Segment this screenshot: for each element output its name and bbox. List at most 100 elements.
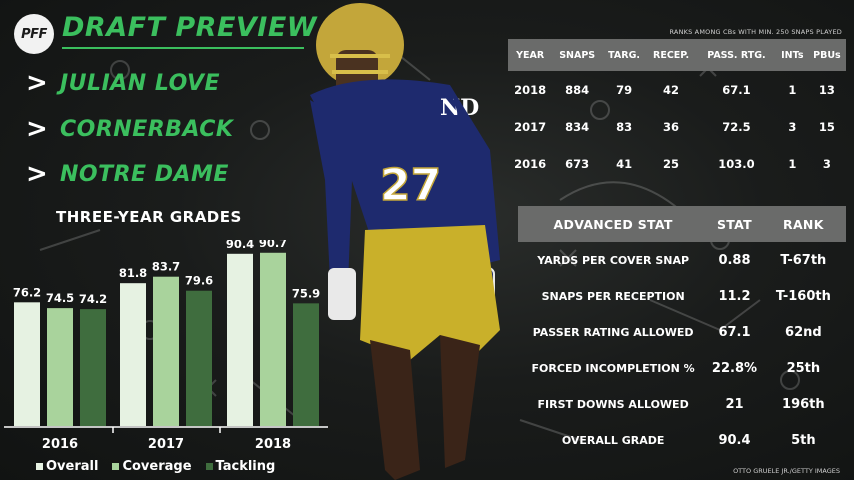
col-header-advanced-stat: ADVANCED STAT — [518, 206, 709, 242]
chevron-right-icon: > — [26, 68, 48, 98]
bar-value-label: 76.2 — [13, 285, 41, 299]
legend-label-coverage: Coverage — [122, 459, 192, 474]
x-tick-label: 2017 — [148, 437, 184, 452]
stat-rank: 25th — [786, 360, 821, 376]
photo-credit: OTTO GRUELE JR./GETTY IMAGES — [733, 467, 840, 475]
legend-swatch-overall — [36, 463, 43, 470]
cell: 36 — [663, 119, 680, 134]
face-mask — [330, 54, 390, 74]
table-row: 2016 673 41 25 103.0 1 3 — [508, 145, 846, 182]
pants — [360, 225, 500, 360]
stat-value: 11.2 — [718, 288, 751, 304]
season-stats-table: YEAR SNAPS TARG. RECEP. PASS. RTG. INTs … — [508, 39, 846, 182]
cell: 41 — [616, 156, 633, 171]
bar-value-label: 90.7 — [259, 240, 287, 250]
x-tick-label: 2018 — [255, 437, 291, 452]
stat-value: 0.88 — [718, 252, 751, 268]
cell: 79 — [616, 82, 633, 97]
position-row: > CORNERBACK — [26, 114, 233, 144]
table-row: SNAPS PER RECEPTION 11.2 T-160th — [518, 278, 846, 314]
ranks-note: RANKS AMONG CBs WITH MIN. 250 SNAPS PLAY… — [669, 28, 842, 36]
bar-value-label: 83.7 — [152, 260, 180, 274]
cell: 72.5 — [722, 119, 751, 134]
stat-name: YARDS PER COVER SNAP — [537, 253, 690, 267]
table-row: YARDS PER COVER SNAP 0.88 T-67th — [518, 242, 846, 278]
bar-overall-2018 — [227, 253, 253, 426]
table-row: OVERALL GRADE 90.4 5th — [518, 422, 846, 458]
cell: 103.0 — [718, 156, 755, 171]
stat-name: SNAPS PER RECEPTION — [541, 289, 685, 303]
bar-tackling-2016 — [80, 309, 106, 426]
chevron-right-icon: > — [26, 114, 48, 144]
stat-name: PASSER RATING ALLOWED — [532, 325, 694, 339]
jersey-number: 27 — [380, 160, 441, 211]
stat-name: FIRST DOWNS ALLOWED — [537, 397, 689, 411]
right-arm — [450, 85, 500, 265]
player-position: CORNERBACK — [60, 116, 234, 142]
bar-tackling-2018 — [293, 303, 319, 426]
advanced-header-row: ADVANCED STAT STAT RANK — [518, 206, 846, 242]
left-leg — [370, 340, 420, 480]
grades-chart-title: THREE-YEAR GRADES — [56, 208, 242, 226]
table-row: FORCED INCOMPLETION % 22.8% 25th — [518, 350, 846, 386]
stat-name: OVERALL GRADE — [561, 433, 665, 447]
legend-item-coverage: Coverage — [112, 459, 192, 474]
player-name-row: > JULIAN LOVE — [26, 68, 220, 98]
table-row: FIRST DOWNS ALLOWED 21 196th — [518, 386, 846, 422]
col-header-ints: INTs — [776, 39, 808, 71]
school-row: > NOTRE DAME — [26, 159, 229, 189]
cell: 42 — [663, 82, 680, 97]
page-title: DRAFT PREVIEW — [62, 12, 318, 43]
col-header-rank: RANK — [760, 206, 846, 242]
bar-coverage-2016 — [47, 308, 73, 426]
stats-header-row: YEAR SNAPS TARG. RECEP. PASS. RTG. INTs … — [508, 39, 846, 71]
table-row: PASSER RATING ALLOWED 67.1 62nd — [518, 314, 846, 350]
col-header-passer-rating: PASS. RTG. — [696, 39, 777, 71]
chevron-right-icon: > — [26, 159, 48, 189]
left-glove — [328, 268, 356, 320]
cell: 3 — [788, 119, 797, 134]
legend-label-tackling: Tackling — [215, 459, 276, 474]
pff-logo: PFF — [14, 14, 54, 54]
cell: 1 — [788, 82, 797, 97]
bar-overall-2016 — [14, 302, 40, 426]
col-header-targets: TARG. — [602, 39, 647, 71]
right-leg — [440, 335, 480, 468]
cell: 67.1 — [722, 82, 751, 97]
legend-swatch-coverage — [112, 463, 120, 470]
table-row: 2017 834 83 36 72.5 3 15 — [508, 108, 846, 145]
col-header-pbus: PBUs — [807, 39, 846, 71]
stat-value: 90.4 — [718, 432, 751, 448]
bar-value-label: 90.4 — [226, 240, 254, 251]
legend-item-tackling: Tackling — [205, 459, 276, 474]
col-header-stat: STAT — [708, 206, 761, 242]
title-underline — [62, 47, 304, 49]
stat-rank: 196th — [782, 396, 825, 412]
stat-value: 21 — [725, 396, 744, 412]
stat-rank: T-67th — [780, 252, 827, 268]
left-arm — [310, 100, 352, 285]
bar-coverage-2018 — [260, 252, 286, 426]
player-school: NOTRE DAME — [60, 161, 229, 187]
cell: 3 — [822, 156, 831, 171]
cell: 2018 — [514, 82, 547, 97]
cell: 1 — [788, 156, 797, 171]
bar-value-label: 74.5 — [46, 291, 74, 305]
col-header-snaps: SNAPS — [552, 39, 603, 71]
bar-coverage-2017 — [153, 276, 179, 426]
cell: 884 — [565, 82, 590, 97]
bar-overall-2017 — [120, 283, 146, 426]
stat-value: 22.8% — [711, 360, 758, 376]
cell: 2017 — [514, 119, 547, 134]
cell: 834 — [565, 119, 590, 134]
stat-rank: 5th — [791, 432, 816, 448]
cell: 2016 — [514, 156, 547, 171]
cell: 13 — [818, 82, 835, 97]
cell: 83 — [616, 119, 633, 134]
jersey — [310, 79, 485, 235]
bar-tackling-2017 — [186, 290, 212, 426]
cell: 15 — [818, 119, 835, 134]
stat-value: 67.1 — [718, 324, 751, 340]
legend-swatch-tackling — [205, 463, 213, 470]
bar-value-label: 74.2 — [79, 292, 107, 306]
